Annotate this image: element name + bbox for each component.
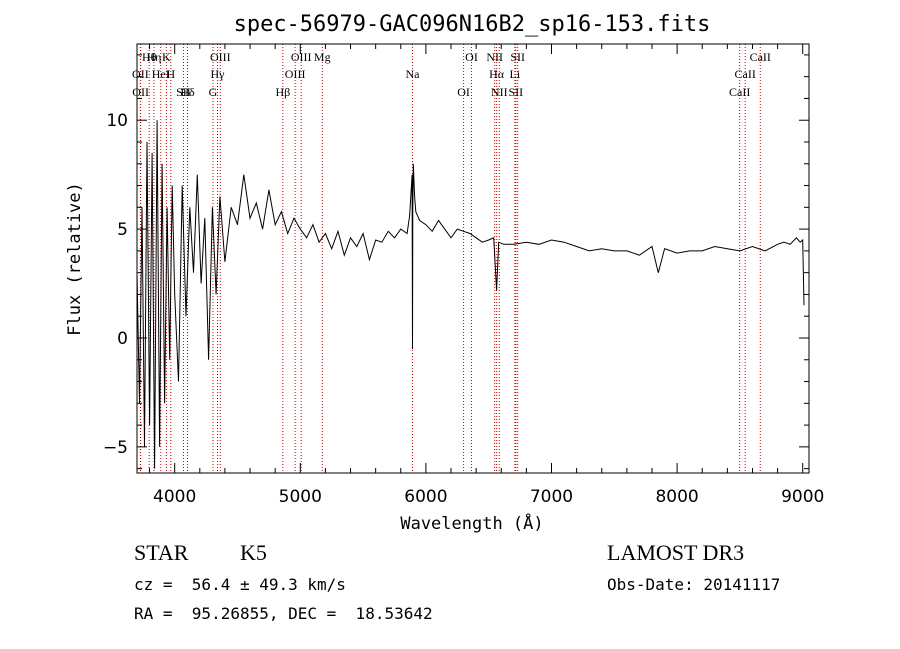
line-label: G [209,85,218,99]
y-axis-label: Flux (relative) [65,182,85,336]
line-label: Hδ [180,85,195,99]
line-label: Li [509,67,520,81]
plot-frame [136,43,810,474]
line-label: CaII [750,50,771,64]
line-label: Hβ [275,85,290,99]
object-class: STAR [134,540,189,565]
obs-date: Obs-Date: 20141117 [607,575,781,594]
line-label: Hθ [142,50,157,64]
line-label: OII [132,85,149,99]
x-tick-label: 9000 [781,487,824,507]
x-tick-label: 6000 [404,487,447,507]
y-tick-label: 0 [117,329,128,349]
x-tick-label: 5000 [279,487,322,507]
line-label: Hη [146,50,161,64]
redshift-value: cz = 56.4 ± 49.3 km/s [134,575,346,594]
line-label: H [166,67,175,81]
line-label: OI [457,85,470,99]
x-tick-label: 4000 [153,487,196,507]
x-axis-label: Wavelength (Å) [400,512,543,534]
line-label: OIII [210,50,231,64]
line-label: Hα [489,67,505,81]
line-label: HeI [152,67,170,81]
line-label: CaII [735,67,756,81]
line-label: Hγ [211,67,226,81]
line-label: SII [508,85,523,99]
line-label: OII [132,67,149,81]
coordinates: RA = 95.26855, DEC = 18.53642 [134,604,433,623]
line-label: NII [486,50,503,64]
line-label: NII [491,85,508,99]
x-tick-label: 8000 [655,487,698,507]
spectral-line-labels: Hθ OII OII K HeI SII Hη H Hδ OIII Hγ G OIII OIII Hβ Mg N… [132,50,771,99]
line-label: K [162,50,171,64]
chart-title: spec-56979-GAC096N16B2_sp16-153.fits [234,12,711,37]
line-label: SII [510,50,525,64]
line-label: Mg [314,50,331,64]
line-label: SII [176,85,191,99]
line-label: CaII [729,85,750,99]
line-label: OI [465,50,478,64]
y-tick-label: −5 [103,438,128,458]
y-tick-label: 5 [117,220,128,240]
x-axis: 4000 5000 6000 7000 8000 9000 [149,44,824,507]
object-subclass: K5 [240,540,267,565]
y-axis: −5 0 5 10 [103,54,809,470]
y-tick-label: 10 [106,111,128,131]
spectral-line-markers [139,44,761,473]
line-label: Na [405,67,420,81]
spectrum-line [136,120,805,469]
line-label: OIII [291,50,312,64]
line-label: OIII [285,67,306,81]
survey-name: LAMOST DR3 [607,540,745,565]
x-tick-label: 7000 [530,487,573,507]
